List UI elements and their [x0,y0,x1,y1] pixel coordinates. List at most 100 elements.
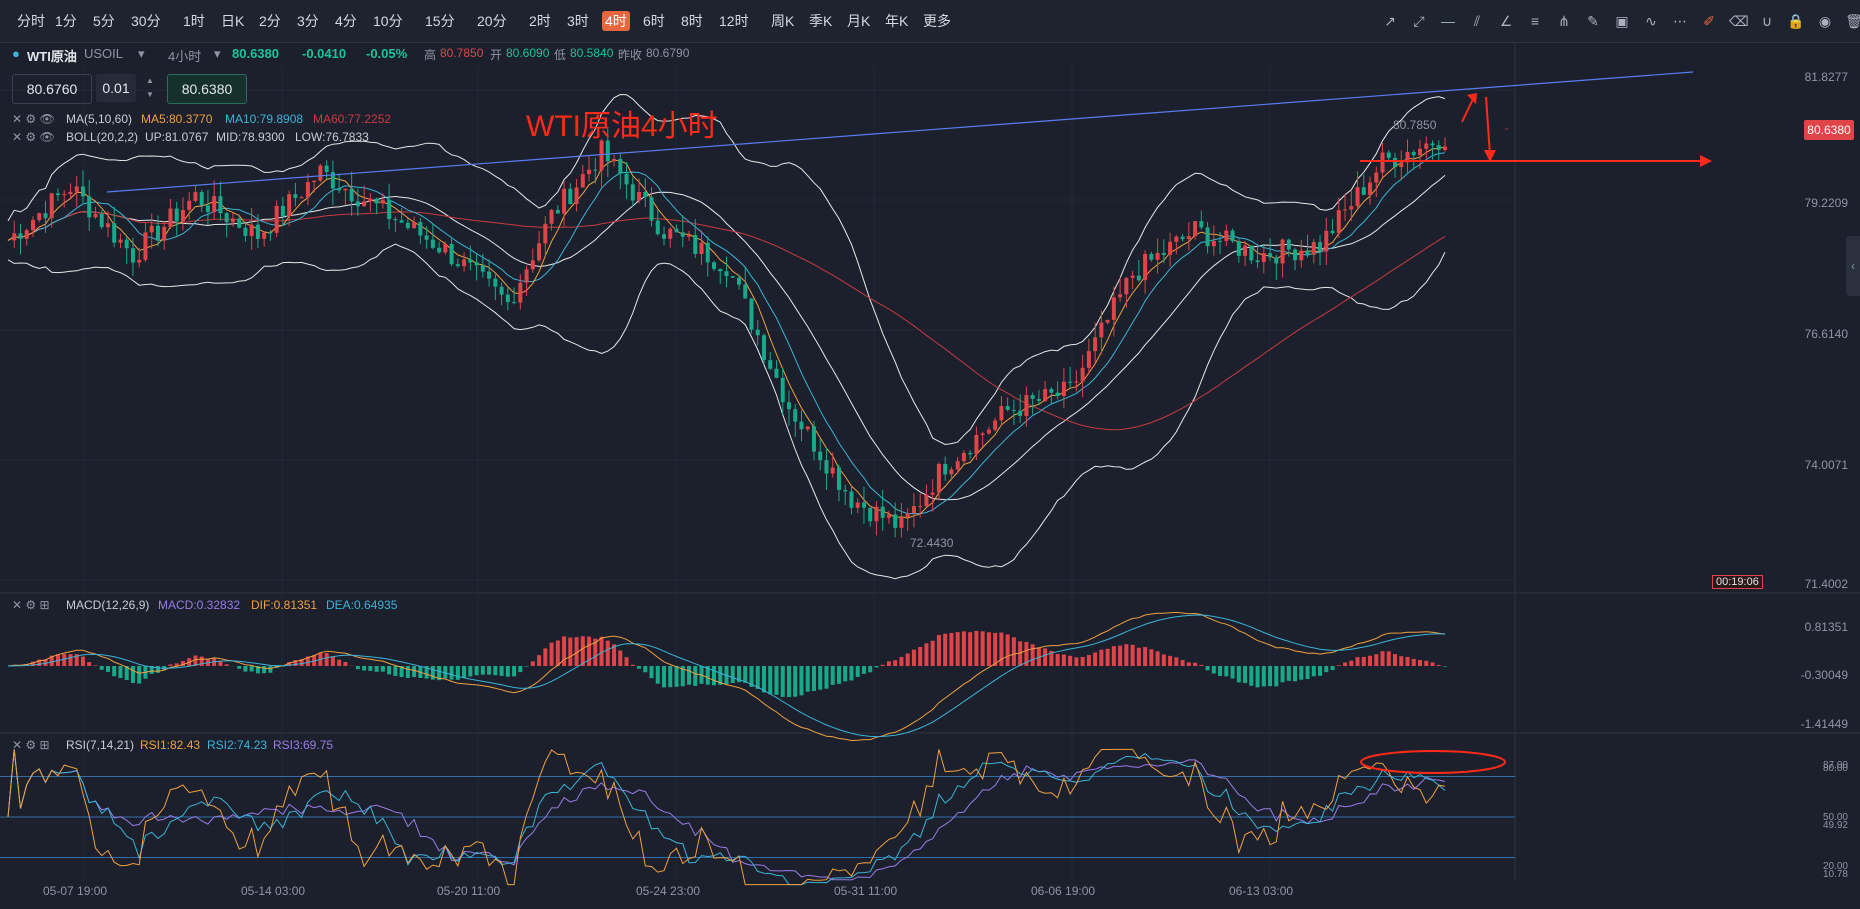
macd-bar [755,666,760,689]
timeframe-4[interactable]: 1时 [183,13,205,29]
macd-bar [612,644,617,666]
macd-bar [324,652,329,666]
magnet-icon[interactable]: ∪ [1761,13,1773,29]
high-value: 80.7850 [440,46,484,60]
candle-body [624,173,629,185]
candle-body [605,140,610,162]
macd-bar [1355,657,1360,666]
sell-price-box[interactable]: 80.6760 [12,74,92,104]
timeframe-1[interactable]: 1分 [55,13,77,29]
price-change: -0.0410 [302,46,347,61]
annotation-arrow [1461,96,1475,123]
fib-icon[interactable]: ≡ [1530,13,1540,29]
timeframe-7[interactable]: 3分 [297,13,319,29]
trend-angle-icon[interactable]: ∠ [1499,13,1513,29]
timeframe-5[interactable]: 日K [221,13,245,29]
macd-bar [999,632,1004,666]
rsi-controls[interactable]: ✕ ⚙ ⊞ [12,738,50,752]
image-icon[interactable]: ▣ [1615,13,1629,29]
symbol-icon: ● [12,46,20,61]
extended-line-icon[interactable]: ⤢ [1413,13,1425,29]
candle-body [274,205,279,233]
timeframe-3[interactable]: 30分 [131,13,161,29]
brush-icon[interactable]: ✎ [1587,13,1599,29]
candle-body [193,192,198,201]
candle-body [768,360,773,369]
timeframe-9[interactable]: 10分 [373,13,403,29]
macd-bar [1074,657,1079,666]
symbol-code[interactable]: USOIL [84,46,124,61]
timeframe-12[interactable]: 2时 [529,13,551,29]
timeframe-22[interactable]: 更多 [923,13,951,29]
symbol-name[interactable]: WTI原油 [27,49,77,64]
horizontal-line-icon[interactable]: — [1441,13,1455,29]
timeframe-21[interactable]: 年K [885,13,909,29]
timeframe-20[interactable]: 月K [847,13,871,29]
timeframe-17[interactable]: 12时 [719,13,749,29]
candle-body [155,225,160,241]
timeframe-8[interactable]: 4分 [335,13,357,29]
candle-body [430,239,435,248]
rsi-axis-label: 10.78 [1822,869,1848,880]
macd-bar [337,659,342,666]
period-label[interactable]: 4小时 [168,49,202,64]
price-axis-label: 76.6140 [1804,327,1848,341]
macd-bar [1330,666,1335,671]
candle-body [1124,277,1129,295]
timeframe-16[interactable]: 8时 [681,13,703,29]
more-icon[interactable]: ⋯ [1673,13,1687,29]
macd-bar [1349,660,1354,666]
pitchfork-icon[interactable]: ⋔ [1558,13,1570,29]
chevron-left-icon[interactable]: ‹ [1846,236,1860,296]
timeframe-11[interactable]: 20分 [477,13,507,29]
macd-bar [155,666,160,673]
note-icon[interactable]: ✐ [1703,13,1715,29]
candle-body [80,186,85,197]
candle-body [562,188,567,214]
quantity-input[interactable]: 0.01 [96,74,136,102]
lock-icon[interactable]: 🔒 [1787,13,1805,29]
parallel-channel-icon[interactable]: ⫽ [1473,13,1481,29]
timeframe-18[interactable]: 周K [771,13,795,29]
current-price: 80.6380 [232,46,279,61]
timeframe-2[interactable]: 5分 [93,13,115,29]
ray-icon[interactable]: ↗ [1384,13,1396,29]
timeframe-0[interactable]: 分时 [17,13,45,29]
candle-body [305,182,310,198]
buy-price-box[interactable]: 80.6380 [167,74,247,104]
macd-bar [774,666,779,695]
eraser-icon[interactable]: ⌫ [1729,13,1749,29]
trash-icon[interactable]: 🗑 [1845,13,1860,29]
candle-body [749,298,754,330]
candle-body [1261,253,1266,263]
ma60-line [7,211,1446,431]
candle-body [199,192,204,206]
candle-body [518,282,523,303]
macd-bar [343,661,348,666]
macd-bar [1424,660,1429,666]
macd-controls[interactable]: ✕ ⚙ ⊞ [12,598,50,612]
candle-body [1105,319,1110,323]
candle-body [1186,236,1191,240]
timeframe-19[interactable]: 季K [809,13,833,29]
timeframe-14[interactable]: 4时 [602,11,630,31]
macd-bar [355,666,360,670]
timeframe-15[interactable]: 6时 [643,13,665,29]
chevron-down-icon[interactable]: ▾ [214,46,221,61]
chevron-down-icon[interactable]: ▾ [138,46,145,61]
chart-annotation-title: WTI原油4小时 [526,110,718,143]
eye-icon[interactable]: ◉ [1818,13,1832,29]
quantity-stepper[interactable]: ▲ ▼ [146,76,154,99]
timeframe-6[interactable]: 2分 [259,13,281,29]
boll-controls[interactable]: ✕ ⚙ 👁 [12,130,55,144]
ma-controls[interactable]: ✕ ⚙ 👁 [12,112,55,126]
timeframe-10[interactable]: 15分 [425,13,455,29]
candle-body [1055,392,1060,397]
macd-bar [224,664,229,666]
candle-body [174,208,179,222]
macd-bar [637,666,642,669]
timeframe-13[interactable]: 3时 [567,13,589,29]
macd-bar [793,666,798,697]
pattern-icon[interactable]: ∿ [1645,13,1657,29]
